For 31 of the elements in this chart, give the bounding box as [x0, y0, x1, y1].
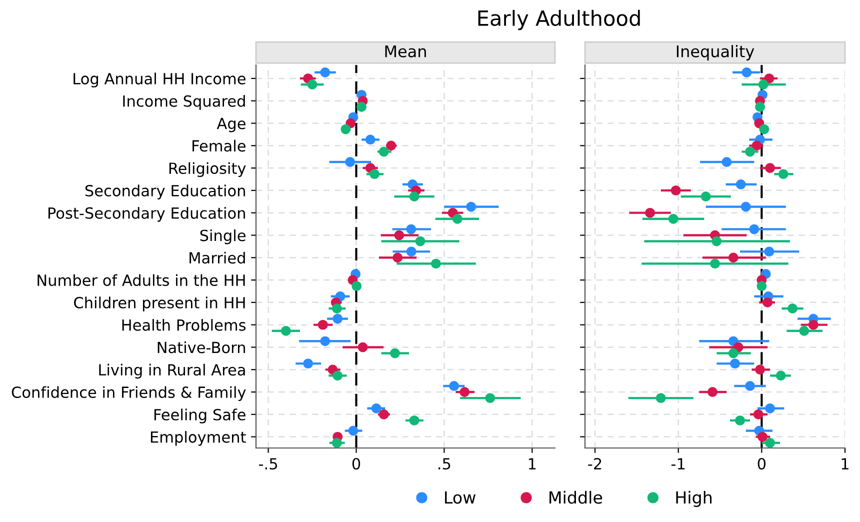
- y-tick-label: Feeling Safe: [154, 408, 246, 424]
- x-tick-label: -1: [671, 458, 685, 470]
- chart-title: Inequality: [676, 45, 754, 60]
- y-tick-label: Living in Rural Area: [99, 364, 245, 379]
- x-tick-label: 1: [528, 458, 536, 470]
- legend-label: Low: [445, 491, 476, 504]
- y-tick-label: Post-Secondary Education: [48, 207, 245, 222]
- y-tick-label: Children present in HH: [74, 296, 245, 312]
- legend-label: Middle: [550, 490, 602, 504]
- x-tick-label: .5: [438, 458, 450, 470]
- text: Early Adulthood: [478, 10, 640, 30]
- x-tick-label: 0: [758, 458, 766, 470]
- x-tick-label: 0: [352, 458, 360, 470]
- y-tick-label: Log Annual HH Income: [74, 72, 246, 88]
- y-tick-label: Married: [190, 252, 245, 264]
- chart-title: Mean: [385, 46, 426, 58]
- x-tick-label: -.5: [259, 458, 278, 470]
- y-tick-label: Health Problems: [122, 319, 246, 331]
- x-tick-label: -2: [588, 458, 602, 470]
- legend-label: High: [676, 490, 712, 507]
- y-tick-label: Secondary Education: [85, 184, 245, 200]
- y-tick-label: Native-Born: [158, 341, 245, 354]
- x-tick-label: 1: [842, 458, 848, 470]
- y-tick-label: Income Squared: [123, 95, 245, 110]
- y-tick-label: Confidence in Friends & Family: [12, 386, 246, 401]
- y-tick-label: Number of Adults in the HH: [38, 274, 245, 286]
- y-tick-label: Female: [192, 140, 246, 152]
- y-tick-label: Employment: [150, 430, 246, 446]
- y-tick-label: Age: [216, 118, 246, 132]
- y-tick-label: Religiosity: [169, 162, 246, 178]
- y-tick-label: Single: [200, 229, 246, 244]
